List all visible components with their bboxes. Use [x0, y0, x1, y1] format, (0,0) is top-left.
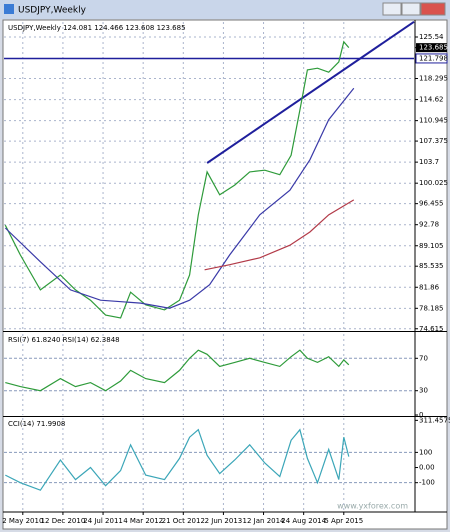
y-tick-label: 78.185 — [419, 304, 444, 312]
window-icon — [4, 4, 14, 14]
y-tick-label: 70 — [419, 354, 428, 362]
series-line — [4, 40, 350, 319]
y-tick-label: 311.4575 — [419, 416, 450, 424]
x-tick-label: 24 Aug 2014 — [281, 517, 326, 525]
window-title: USDJPY,Weekly — [18, 6, 87, 16]
y-tick-label: 96.455 — [419, 200, 444, 208]
y-tick-label: 121.798 — [419, 54, 448, 62]
y-tick-label: 0.00 — [419, 464, 435, 472]
y-tick-label: 74.615 — [419, 325, 444, 333]
series-line — [4, 87, 355, 309]
close-button[interactable] — [420, 2, 446, 16]
panel-title: USDJPY,Weekly 124.081 124.466 123.608 12… — [8, 24, 186, 32]
y-tick-label: -100 — [419, 479, 435, 487]
y-tick-label: 100 — [419, 448, 432, 456]
watermark: www.yxforex.com — [337, 502, 408, 511]
series-line — [204, 199, 355, 271]
y-tick-label: 30 — [419, 387, 428, 395]
y-tick-label: 123.685 — [419, 44, 448, 52]
trend-line — [206, 20, 415, 164]
level-label-box — [415, 53, 448, 64]
y-tick-label: 118.295 — [419, 75, 448, 83]
x-tick-label: 21 Oct 2012 — [162, 517, 205, 525]
panel-title: CCI(14) 71.9908 — [8, 420, 65, 428]
y-tick-label: 103.7 — [419, 158, 439, 166]
y-tick-label: 85.535 — [419, 262, 444, 270]
y-tick-label: 81.86 — [419, 283, 440, 291]
y-tick-label: 92.78 — [419, 221, 439, 229]
series-line — [5, 428, 350, 491]
x-tick-label: 5 Apr 2015 — [324, 517, 363, 525]
x-tick-label: 12 Jan 2014 — [243, 517, 286, 525]
chart-area — [2, 19, 448, 530]
title-bar — [0, 0, 450, 19]
minimize-button[interactable] — [382, 2, 402, 16]
maximize-button[interactable] — [401, 2, 421, 16]
y-tick-label: 107.375 — [419, 137, 448, 145]
y-tick-label: 125.54 — [419, 33, 444, 41]
y-tick-label: 0 — [419, 411, 423, 419]
y-tick-label: 114.62 — [419, 96, 444, 104]
series-line — [5, 349, 350, 392]
y-tick-label: 89.105 — [419, 242, 444, 250]
y-tick-label: 110.945 — [419, 117, 448, 125]
panel-title: RSI(7) 61.8240 RSI(14) 62.3848 — [8, 336, 120, 344]
x-tick-label: 2 May 2010 — [2, 517, 43, 525]
x-tick-label: 24 Jul 2011 — [83, 517, 123, 525]
x-tick-label: 4 Mar 2012 — [123, 517, 163, 525]
x-tick-label: 2 Jun 2013 — [205, 517, 243, 525]
price-label-box — [416, 43, 447, 53]
y-tick-label: 100.025 — [419, 179, 448, 187]
x-tick-label: 12 Dec 2010 — [41, 517, 86, 525]
